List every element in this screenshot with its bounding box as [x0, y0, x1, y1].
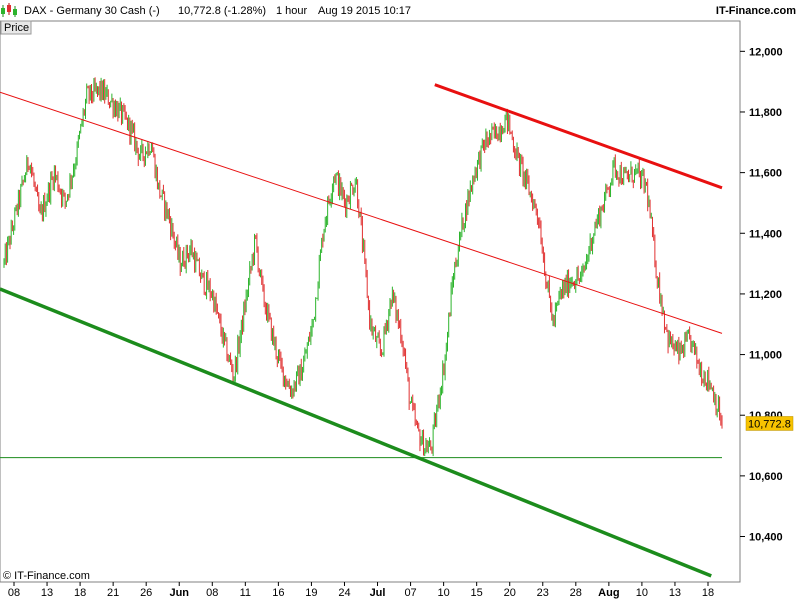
- x-axis: 08 13 18 21 26 Jun 08 11 16 19 24 Jul 07 10 15 20 23 28 Au…: [8, 582, 714, 599]
- x-tick-label: 21: [107, 587, 119, 599]
- price-label-box: Price: [0, 20, 32, 35]
- y-tick-label: 10,400: [749, 532, 783, 544]
- instrument-title: DAX - Germany 30 Cash (-): [24, 5, 160, 17]
- trendlines: [0, 83, 723, 578]
- x-tick-label: 08: [206, 587, 218, 599]
- quote-text: 10,772.8 (-1.28%): [178, 5, 266, 17]
- y-axis: 10,40010,60010,80011,00011,20011,40011,6…: [740, 46, 783, 544]
- x-tick-label: 24: [338, 587, 350, 599]
- x-tick-label: 18: [74, 587, 86, 599]
- x-tick-label: 20: [504, 587, 516, 599]
- x-tick-label: 16: [272, 587, 284, 599]
- candles: [3, 77, 723, 457]
- brand-text: IT-Finance.com: [716, 5, 796, 17]
- y-tick-label: 12,000: [749, 46, 783, 58]
- header-bar: [0, 0, 800, 20]
- y-tick-label: 11,800: [749, 107, 782, 119]
- price-label: Price: [4, 22, 29, 34]
- y-tick-label: 11,400: [749, 228, 782, 240]
- trendline-resistance-thin: [0, 91, 723, 334]
- y-tick-label: 11,000: [749, 350, 782, 362]
- y-tick-label: 11,600: [749, 168, 782, 180]
- copyright-text: © IT-Finance.com: [3, 570, 90, 582]
- x-tick-label: 10: [437, 587, 449, 599]
- last-price-badge: [745, 416, 794, 431]
- x-tick-label: 07: [404, 587, 416, 599]
- x-tick-label: 13: [669, 587, 681, 599]
- x-tick-label: 08: [8, 587, 20, 599]
- x-tick-label: 23: [537, 587, 549, 599]
- timeframe-text: 1 hour: [276, 5, 308, 17]
- y-tick-label: 11,200: [749, 289, 782, 301]
- x-tick-label: 26: [140, 587, 152, 599]
- x-tick-label: 13: [41, 587, 53, 599]
- x-tick-label: 15: [471, 587, 483, 599]
- last-price-marker: 10,772.8: [745, 416, 794, 431]
- datetime-text: Aug 19 2015 10:17: [318, 5, 411, 17]
- x-tick-label: Jul: [370, 587, 386, 599]
- x-tick-label: Jun: [169, 587, 189, 599]
- x-tick-label: 11: [240, 587, 251, 599]
- last-price-label: 10,772.8: [748, 418, 791, 430]
- x-tick-label: 18: [702, 587, 714, 599]
- header-candle-icon: [1, 3, 17, 17]
- y-tick-label: 10,600: [749, 471, 783, 483]
- x-tick-label: 19: [305, 587, 317, 599]
- trendline-support-thick: [0, 287, 712, 578]
- trendline-resistance-thick: [434, 83, 723, 190]
- x-tick-label: Aug: [598, 587, 619, 599]
- x-tick-label: 10: [636, 587, 648, 599]
- x-tick-label: 28: [570, 587, 582, 599]
